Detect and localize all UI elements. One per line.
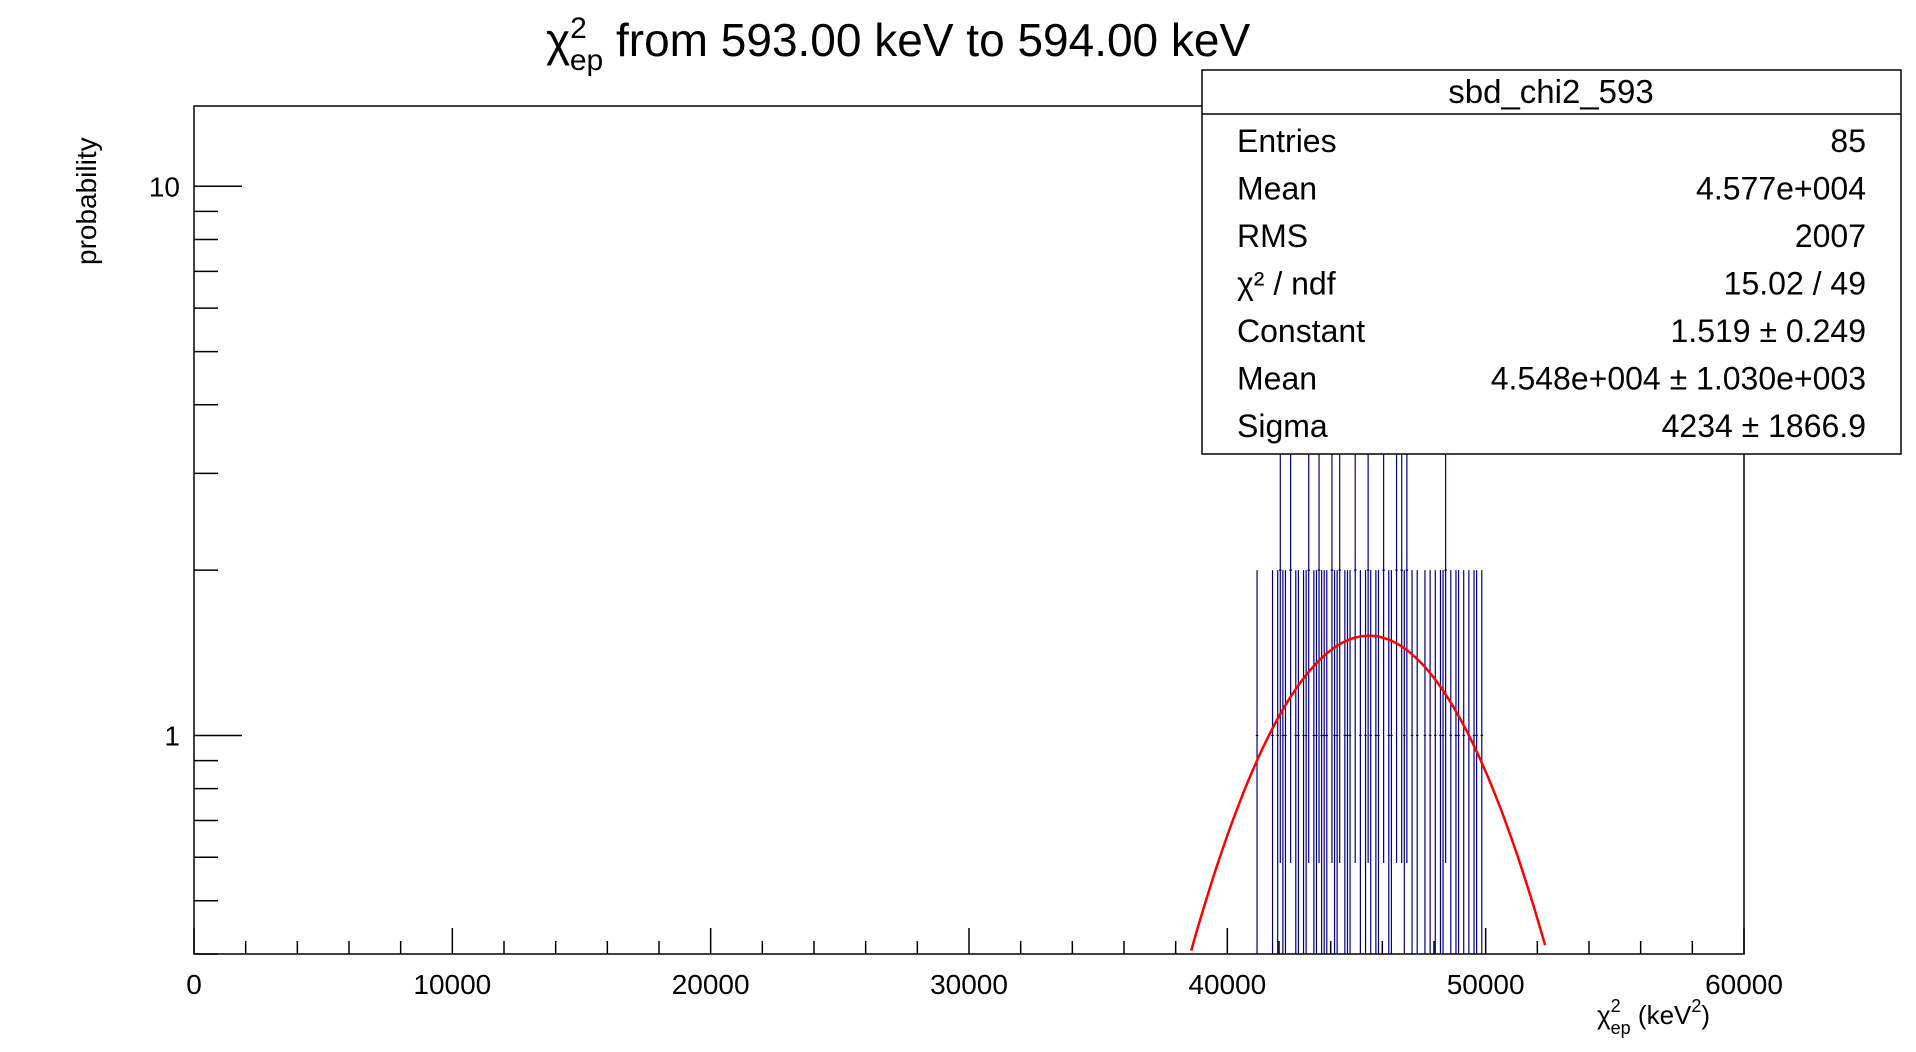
- y-tick-label: 10: [149, 171, 180, 202]
- histogram-bins: [1255, 442, 1484, 954]
- stats-label: Constant: [1237, 313, 1365, 349]
- histogram-bin: [1364, 570, 1367, 954]
- histogram-bin: [1441, 570, 1445, 954]
- histogram-bin: [1325, 570, 1329, 954]
- histogram-bin: [1320, 570, 1323, 954]
- histogram-bin: [1271, 570, 1274, 954]
- histogram-bin: [1346, 570, 1349, 954]
- x-tick-label: 50000: [1447, 969, 1525, 1000]
- histogram-bin: [1457, 570, 1460, 954]
- histogram-bin: [1467, 570, 1471, 954]
- stats-label: Mean: [1237, 171, 1317, 207]
- x-tick-label: 60000: [1705, 969, 1783, 1000]
- histogram-bin: [1369, 570, 1372, 954]
- x-tick-label: 10000: [413, 969, 491, 1000]
- histogram-bin: [1400, 442, 1403, 864]
- histogram-bin: [1410, 570, 1414, 954]
- histogram-bin: [1335, 570, 1339, 954]
- histogram-bin: [1279, 442, 1282, 864]
- histogram-bin: [1330, 442, 1334, 864]
- histogram-bin: [1382, 442, 1385, 864]
- chart-title: χ2 ep from 593.00 keV to 594.00 keV: [546, 12, 1251, 77]
- histogram-bin: [1304, 570, 1308, 954]
- histogram-bin: [1395, 442, 1398, 864]
- stats-box-frame: [1201, 69, 1902, 455]
- stats-box-title: sbd_chi2_593: [1448, 73, 1654, 110]
- histogram-bin: [1302, 570, 1305, 954]
- histogram-bin: [1294, 570, 1298, 954]
- histogram-bin: [1475, 570, 1478, 954]
- x-axis-label: χ2 ep (keV2): [1597, 996, 1710, 1038]
- x-tick-label: 30000: [930, 969, 1008, 1000]
- histogram-bin: [1428, 570, 1432, 954]
- stats-label: Sigma: [1237, 408, 1328, 444]
- histogram-bin: [1366, 442, 1370, 864]
- stats-rows: Entries 85 Mean 4.577e+004 RMS 2007 χ² / ndf 15…: [1237, 123, 1866, 444]
- histogram-bin: [1444, 442, 1447, 864]
- y-axis: 1 10: [149, 171, 242, 955]
- histogram-bin: [1390, 570, 1393, 954]
- stats-value: 4.577e+004: [1696, 171, 1866, 207]
- stats-box: sbd_chi2_593 Entries 85 Mean 4.577e+004 RMS 2…: [1201, 69, 1902, 455]
- y-tick-label: 1: [164, 720, 180, 751]
- histogram-bin: [1348, 570, 1352, 954]
- stats-label: Entries: [1237, 123, 1337, 159]
- histogram-bin: [1454, 570, 1458, 954]
- histogram-bin: [1374, 570, 1378, 954]
- histogram-bin: [1312, 570, 1316, 954]
- histogram-bin: [1462, 570, 1465, 954]
- histogram-bin: [1289, 442, 1292, 864]
- histogram-bin: [1434, 570, 1437, 954]
- stats-label: RMS: [1237, 218, 1308, 254]
- stats-label: Mean: [1237, 361, 1317, 397]
- histogram-bin: [1405, 442, 1409, 864]
- y-axis-label: probability: [71, 137, 102, 265]
- stats-value: 4234 ± 1866.9: [1662, 408, 1866, 444]
- x-axis: 0 10000 20000 30000 40000 50000 60000: [186, 928, 1783, 1000]
- histogram-bin: [1472, 570, 1476, 954]
- histogram-bin: [1377, 570, 1380, 954]
- histogram-bin: [1387, 570, 1391, 954]
- histogram-bin: [1338, 442, 1341, 864]
- stats-value: 15.02 / 49: [1724, 266, 1866, 302]
- stats-value: 2007: [1795, 218, 1866, 254]
- histogram-bin: [1315, 570, 1318, 954]
- histogram-bin: [1276, 570, 1279, 954]
- histogram-bin: [1322, 570, 1326, 954]
- histogram-bin: [1284, 570, 1287, 954]
- histogram-bin: [1439, 570, 1442, 954]
- x-tick-label: 0: [186, 969, 202, 1000]
- histogram-bin: [1333, 570, 1336, 954]
- histogram-bin: [1359, 570, 1362, 954]
- histogram-bin: [1403, 570, 1406, 954]
- stats-value: 85: [1830, 123, 1866, 159]
- histogram-bin: [1317, 442, 1321, 864]
- gaussian-fit-curve: [1189, 634, 1547, 951]
- histogram-bin: [1343, 570, 1347, 954]
- histogram-bin: [1297, 570, 1300, 954]
- histogram-bin: [1423, 570, 1427, 954]
- stats-label: χ² / ndf: [1237, 266, 1336, 302]
- stats-value: 4.548e+004 ± 1.030e+003: [1491, 361, 1866, 397]
- histogram-bin: [1353, 442, 1357, 864]
- x-tick-label: 20000: [672, 969, 750, 1000]
- histogram-bin: [1307, 442, 1310, 864]
- histogram-bin: [1281, 570, 1285, 954]
- histogram-bin: [1449, 570, 1453, 954]
- histogram-bin: [1415, 570, 1419, 954]
- stats-value: 1.519 ± 0.249: [1671, 313, 1867, 349]
- x-tick-label: 40000: [1188, 969, 1266, 1000]
